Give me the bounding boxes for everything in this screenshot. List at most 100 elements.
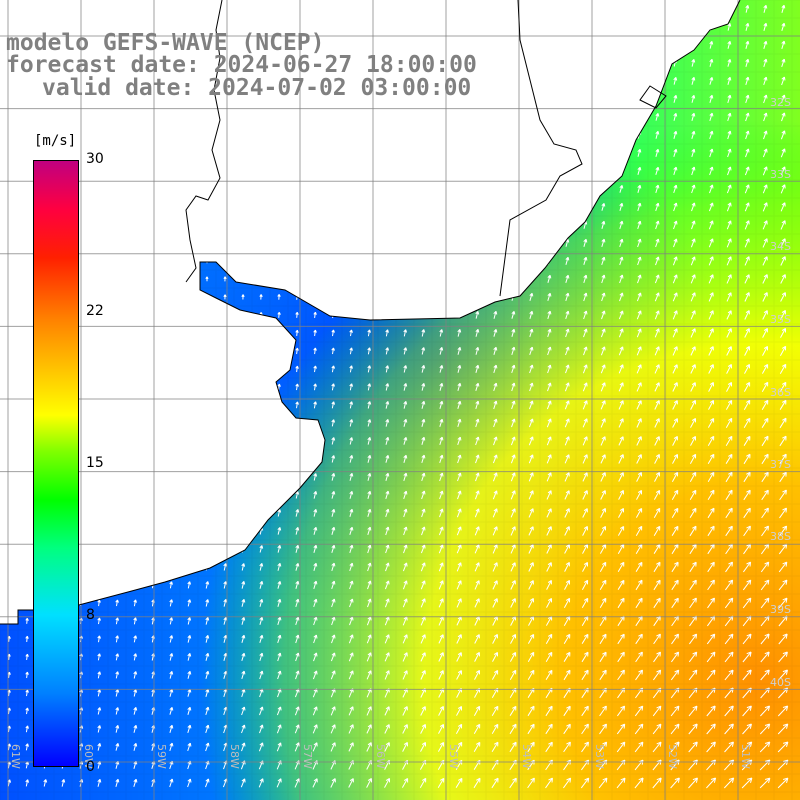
wind-arrow bbox=[97, 384, 101, 390]
wind-arrow bbox=[636, 328, 642, 338]
wind-arrow bbox=[205, 599, 210, 607]
wind-arrow bbox=[187, 778, 192, 788]
wind-arrow bbox=[689, 453, 697, 464]
wind-arrow bbox=[367, 311, 371, 319]
wind-arrow bbox=[402, 634, 408, 644]
wind-arrow bbox=[601, 238, 606, 248]
wind-arrow bbox=[97, 294, 101, 299]
wind-arrow bbox=[276, 742, 282, 752]
wind-arrow bbox=[565, 41, 569, 49]
wind-arrow bbox=[223, 186, 227, 192]
wind-arrow bbox=[475, 24, 479, 30]
wind-arrow bbox=[169, 115, 173, 119]
wind-arrow bbox=[25, 151, 29, 155]
wind-arrow bbox=[277, 222, 281, 228]
wind-arrow bbox=[115, 366, 119, 372]
wind-arrow bbox=[762, 256, 768, 266]
wind-arrow bbox=[349, 186, 353, 192]
wind-arrow bbox=[529, 41, 533, 48]
wind-arrow bbox=[241, 168, 245, 174]
wind-arrow bbox=[565, 203, 570, 211]
wind-arrow bbox=[25, 420, 29, 426]
wind-arrow bbox=[349, 222, 353, 228]
wind-arrow bbox=[780, 148, 786, 158]
wind-arrow bbox=[546, 544, 552, 554]
wind-arrow bbox=[223, 132, 227, 137]
wind-arrow bbox=[563, 651, 571, 662]
wind-arrow bbox=[724, 723, 734, 735]
wind-arrow bbox=[313, 509, 318, 517]
wind-arrow bbox=[259, 25, 263, 29]
wind-arrow bbox=[223, 204, 227, 210]
wind-arrow bbox=[636, 364, 642, 374]
wind-arrow bbox=[636, 418, 642, 428]
wind-arrow bbox=[349, 311, 353, 319]
wind-arrow bbox=[601, 113, 606, 121]
wind-arrow bbox=[205, 312, 209, 318]
wind-arrow bbox=[493, 364, 498, 374]
wind-arrow bbox=[601, 167, 606, 175]
wind-arrow bbox=[205, 509, 209, 517]
wind-arrow bbox=[582, 525, 588, 536]
wind-arrow bbox=[115, 545, 119, 552]
wind-arrow bbox=[133, 294, 137, 300]
wind-arrow bbox=[600, 454, 606, 464]
wind-arrow bbox=[744, 363, 750, 374]
wind-arrow bbox=[564, 436, 570, 446]
wind-arrow bbox=[619, 149, 624, 157]
wind-arrow bbox=[583, 202, 588, 211]
wind-arrow bbox=[493, 59, 497, 66]
wind-arrow bbox=[421, 365, 426, 373]
wind-arrow bbox=[618, 454, 624, 464]
wind-arrow bbox=[637, 202, 642, 212]
wind-arrow bbox=[726, 184, 732, 194]
wind-arrow bbox=[744, 202, 750, 212]
wind-arrow bbox=[600, 525, 606, 536]
wind-arrow bbox=[456, 508, 462, 518]
wind-arrow bbox=[780, 184, 786, 194]
wind-arrow bbox=[708, 220, 714, 230]
wind-arrow bbox=[653, 597, 661, 609]
wind-arrow bbox=[384, 670, 390, 680]
wind-arrow bbox=[25, 313, 29, 317]
wind-arrow bbox=[545, 741, 553, 753]
wind-arrow bbox=[439, 347, 444, 355]
wind-arrow bbox=[780, 166, 786, 176]
wind-arrow bbox=[277, 509, 282, 517]
wind-arrow bbox=[673, 220, 678, 230]
wind-arrow bbox=[97, 671, 102, 679]
wind-arrow bbox=[688, 723, 698, 735]
wind-arrow bbox=[743, 471, 751, 483]
lat-label: 38S bbox=[770, 530, 791, 543]
wind-arrow bbox=[492, 472, 498, 482]
wind-arrow bbox=[259, 473, 263, 481]
wind-arrow bbox=[763, 94, 768, 104]
wind-arrow bbox=[673, 23, 678, 31]
wind-arrow bbox=[763, 22, 768, 31]
wind-arrow bbox=[652, 777, 662, 789]
wind-arrow bbox=[133, 348, 137, 354]
wind-arrow bbox=[601, 5, 605, 13]
wind-arrow bbox=[600, 328, 606, 338]
wind-arrow bbox=[691, 202, 696, 212]
wind-arrow bbox=[761, 453, 769, 465]
wind-arrow bbox=[780, 220, 786, 230]
wind-arrow bbox=[223, 25, 227, 29]
wind-arrow bbox=[401, 777, 409, 788]
wind-arrow bbox=[744, 166, 750, 176]
wind-arrow bbox=[493, 400, 498, 410]
wind-arrow bbox=[331, 222, 335, 228]
wind-arrow bbox=[313, 473, 318, 481]
wind-arrow bbox=[205, 778, 210, 788]
wind-arrow bbox=[510, 436, 516, 446]
wind-arrow bbox=[277, 114, 281, 119]
wind-arrow bbox=[562, 777, 572, 789]
wind-arrow bbox=[510, 472, 516, 482]
wind-arrow bbox=[581, 633, 589, 644]
wind-arrow bbox=[671, 633, 679, 645]
wind-arrow bbox=[313, 401, 317, 409]
wind-arrow bbox=[97, 241, 101, 245]
wind-arrow bbox=[439, 185, 443, 193]
wind-arrow bbox=[169, 420, 173, 426]
wind-arrow bbox=[223, 348, 227, 354]
